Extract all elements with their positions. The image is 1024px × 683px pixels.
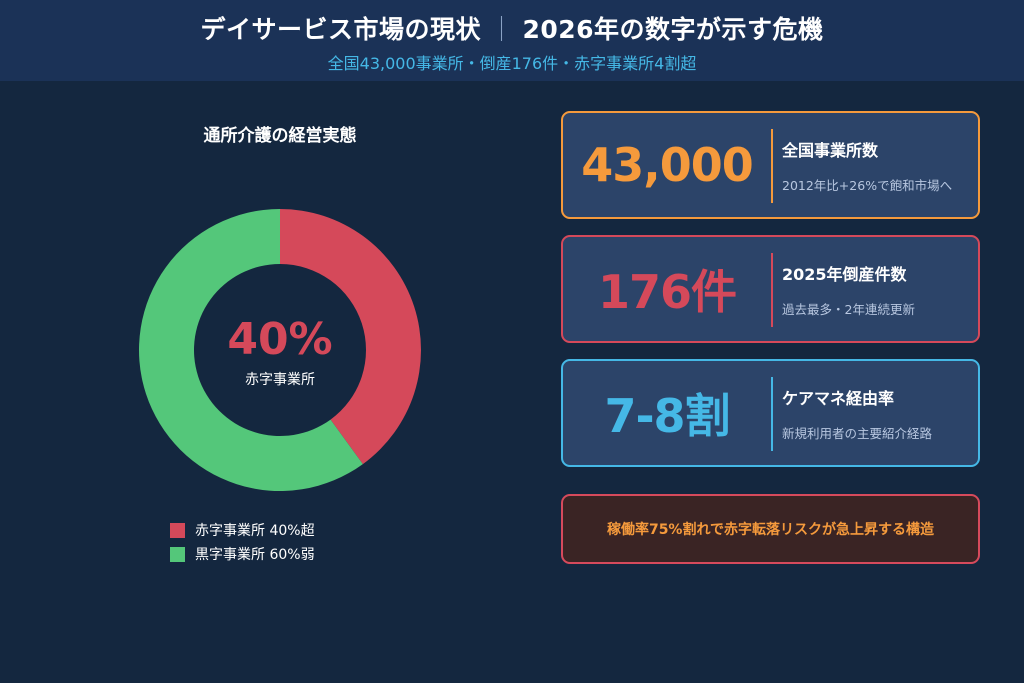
center-value: 40% xyxy=(227,314,332,365)
donut-slice-deficit xyxy=(280,209,421,465)
stat-desc-care-manager: 新規利用者の主要紹介経路 xyxy=(782,426,933,441)
legend-item-deficit: 赤字事業所 40%超 xyxy=(170,518,315,542)
stat-label-facilities: 全国事業所数 xyxy=(782,141,879,160)
stat-value-facilities: 43,000 xyxy=(581,138,754,192)
header: デイサービス市場の現状｜ 2026年の数字が示す危機 全国43,000事業所・倒産… xyxy=(0,0,1024,81)
title-main: デイサービス市場の現状 xyxy=(200,15,481,44)
stat-card-care-manager: 7-8割 ケアマネ経由率 新規利用者の主要紹介経路 xyxy=(561,359,980,467)
chart-legend: 赤字事業所 40%超 黒字事業所 60%弱 xyxy=(170,518,315,566)
stat-desc-bankruptcies: 過去最多・2年連続更新 xyxy=(782,302,915,317)
legend-swatch-surplus xyxy=(170,546,185,562)
card-divider xyxy=(771,129,773,203)
card-divider xyxy=(771,377,773,451)
stat-desc-facilities: 2012年比+26%で飽和市場へ xyxy=(782,178,953,193)
page-subtitle: 全国43,000事業所・倒産176件・赤字事業所4割超 xyxy=(327,54,697,73)
stat-value-bankruptcies: 176件 xyxy=(597,265,737,319)
warning-note-text: 稼働率75%割れで赤字転落リスクが急上昇する構造 xyxy=(606,522,935,538)
title-sub: 2026年の数字が示す危機 xyxy=(522,15,824,44)
legend-swatch-deficit xyxy=(170,522,185,538)
chart-title: 通所介護の経営実態 xyxy=(203,126,357,146)
stat-value-care-manager: 7-8割 xyxy=(604,389,730,443)
legend-label-surplus: 黒字事業所 60%弱 xyxy=(195,547,315,563)
center-label: 赤字事業所 xyxy=(245,372,315,388)
donut-chart: 40% 赤字事業所 xyxy=(138,209,421,492)
stat-card-bankruptcies: 176件 2025年倒産件数 過去最多・2年連続更新 xyxy=(561,235,980,343)
title-separator: ｜ xyxy=(488,15,515,44)
warning-note: 稼働率75%割れで赤字転落リスクが急上昇する構造 xyxy=(561,494,980,564)
legend-label-deficit: 赤字事業所 40%超 xyxy=(195,523,315,539)
legend-item-surplus: 黒字事業所 60%弱 xyxy=(170,542,315,566)
stat-label-care-manager: ケアマネ経由率 xyxy=(782,389,895,408)
page-title: デイサービス市場の現状｜ 2026年の数字が示す危機 xyxy=(0,10,1024,46)
card-divider xyxy=(771,253,773,327)
stat-label-bankruptcies: 2025年倒産件数 xyxy=(782,265,907,284)
stat-card-facilities: 43,000 全国事業所数 2012年比+26%で飽和市場へ xyxy=(561,111,980,219)
donut-slice-surplus xyxy=(138,209,363,492)
